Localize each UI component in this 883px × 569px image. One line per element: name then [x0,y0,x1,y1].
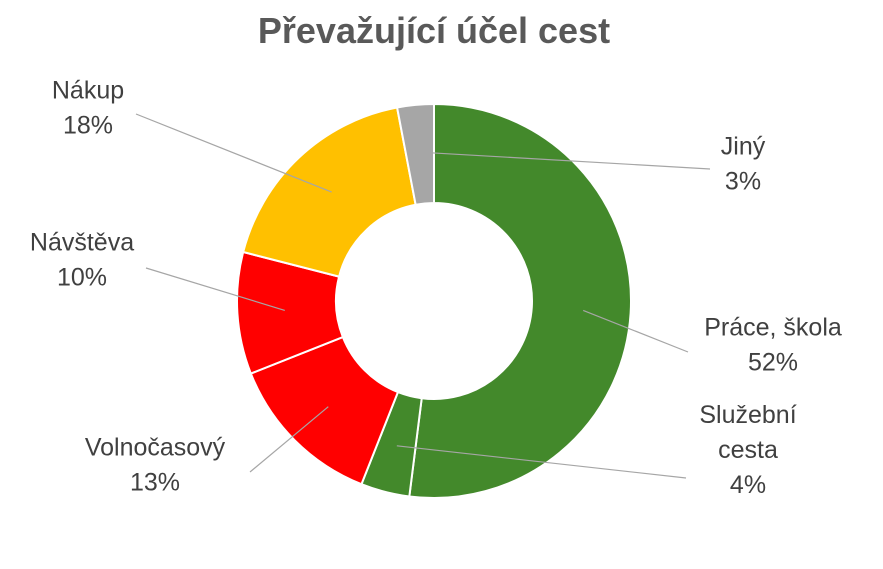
leader-line [396,445,687,479]
slice-jin- [395,102,435,206]
slice-label: Volnočasový 13% [85,434,226,497]
slices-group [236,102,632,499]
slice-label: Služební cesta 4% [699,401,796,499]
leader-lines [135,113,711,479]
slice-label: Návštěva 10% [30,229,134,292]
slice-label: Nákup 18% [52,77,124,140]
slice-labels: Práce, škola 52% Služební cesta 4% Volnočasov… [30,77,842,500]
leader-line [145,267,285,311]
leader-line [419,151,711,170]
leader-line [135,113,332,193]
chart-title: Převažující účel cest [258,10,610,51]
slice-n-kup [241,106,417,278]
slice-pr-ce-kola [408,102,632,499]
slice-label: Práce, škola 52% [704,314,842,377]
leader-line [249,406,329,473]
leader-line [582,309,689,353]
slice-label: Jiný 3% [721,133,766,196]
